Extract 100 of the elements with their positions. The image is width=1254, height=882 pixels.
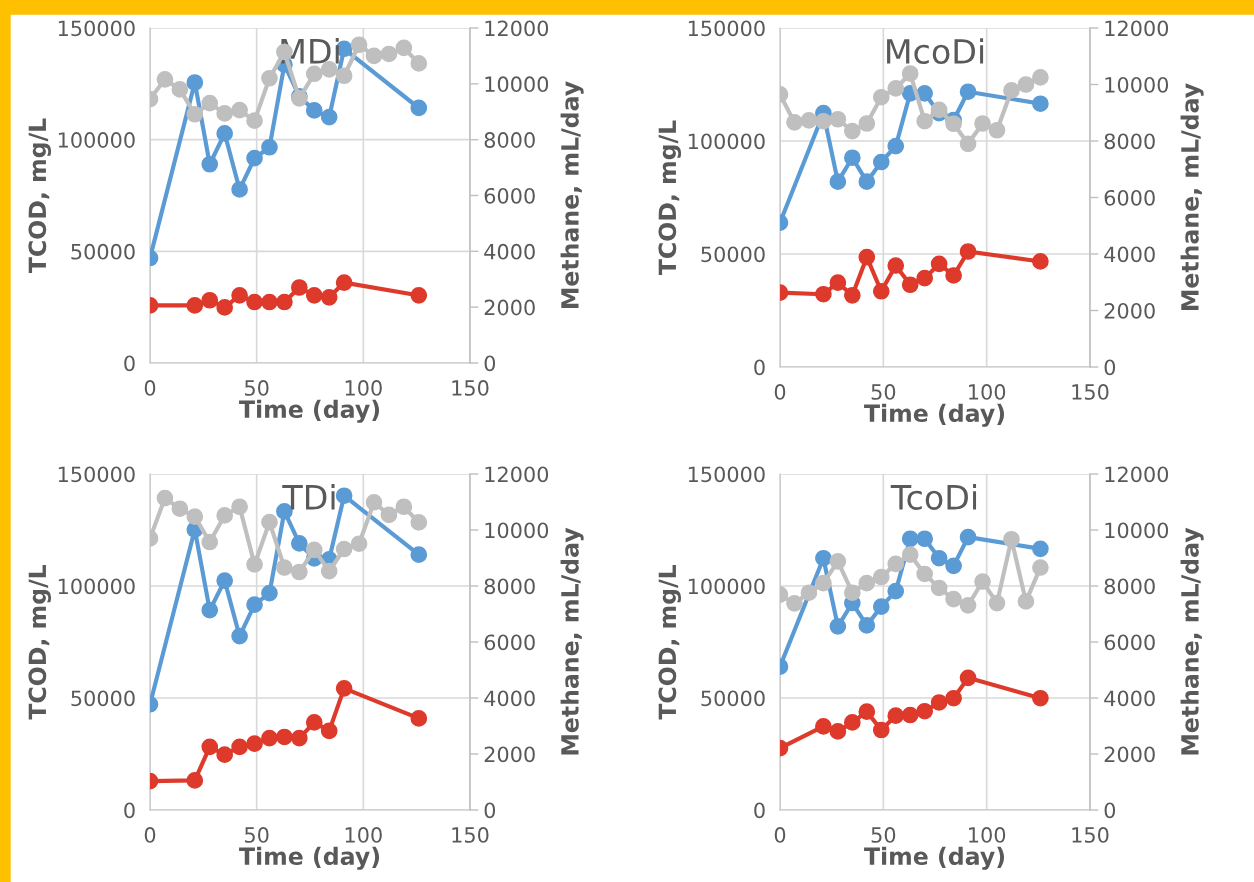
point [216, 125, 234, 142]
point [1032, 559, 1049, 576]
point [216, 105, 234, 122]
y2-tick-label: 10000 [1105, 76, 1169, 93]
point [916, 112, 934, 130]
x-tick-label: 0 [774, 827, 786, 843]
y-tick-label: 150000 [688, 20, 765, 37]
point [916, 530, 934, 548]
point [290, 563, 308, 581]
y2-tick-label: 4000 [1104, 690, 1155, 707]
point [887, 707, 905, 725]
point [201, 601, 219, 619]
y2-axis-title: Methane, mL/day [1180, 83, 1204, 310]
point [320, 722, 338, 740]
point [829, 723, 847, 740]
y2-tick-label: 4000 [484, 690, 535, 707]
x-tick-label: 50 [245, 827, 269, 843]
point [186, 297, 204, 314]
y-tick-label: 100000 [58, 132, 135, 148]
x-tick-label: 50 [871, 827, 896, 843]
x-tick-label: 0 [144, 380, 156, 396]
point [305, 102, 323, 119]
point [916, 702, 934, 720]
y-tick-label: 0 [754, 802, 765, 819]
y2-tick-label: 8000 [484, 578, 535, 595]
y-tick-label: 50000 [701, 690, 765, 707]
point [815, 285, 832, 303]
point [350, 535, 368, 553]
y2-tick-label: 8000 [484, 132, 535, 148]
point [843, 584, 861, 602]
point [410, 99, 428, 117]
y-axis-title: TCOD, mg/L [28, 564, 52, 720]
y2-tick-label: 6000 [1104, 189, 1155, 206]
point [872, 88, 890, 106]
point [858, 703, 876, 720]
point [829, 553, 847, 570]
point [231, 738, 248, 756]
point [171, 500, 189, 518]
point [320, 289, 338, 306]
point [1032, 540, 1049, 558]
point [231, 627, 248, 645]
point [800, 584, 818, 602]
y2-tick-label: 0 [484, 802, 496, 819]
point [858, 173, 876, 191]
chart-title: TDi [282, 484, 335, 510]
point [201, 94, 219, 112]
point [872, 598, 890, 615]
y2-tick-label: 8000 [1104, 133, 1155, 150]
point [1017, 76, 1035, 93]
point [335, 680, 353, 697]
point [1017, 593, 1035, 610]
y2-tick-label: 2000 [1104, 302, 1155, 319]
x-tick-label: 100 [969, 384, 1006, 400]
point [186, 508, 204, 525]
x-axis-title: Time (day) [239, 846, 380, 870]
y-tick-label: 0 [754, 359, 765, 376]
point [171, 81, 189, 98]
point [916, 269, 934, 287]
point [261, 293, 278, 311]
point [988, 594, 1006, 612]
point [843, 149, 861, 167]
point [829, 617, 847, 635]
point [815, 112, 832, 130]
point [872, 153, 890, 171]
point [395, 498, 413, 516]
point [959, 528, 977, 546]
point [335, 540, 353, 558]
point [959, 596, 977, 614]
point [815, 718, 832, 735]
point [786, 114, 803, 131]
point [365, 493, 383, 511]
point [380, 45, 398, 63]
point [988, 121, 1006, 139]
x-tick-label: 100 [345, 827, 382, 843]
point [186, 74, 204, 91]
point [305, 65, 323, 83]
point [786, 595, 803, 612]
point [186, 772, 204, 789]
point [246, 293, 263, 311]
point [930, 579, 948, 597]
point [901, 530, 919, 548]
point [901, 706, 919, 724]
point [156, 71, 174, 88]
point [246, 596, 263, 613]
y2-tick-label: 8000 [1104, 578, 1155, 595]
y-axis-title: TCOD, mg/L [658, 120, 682, 276]
y2-tick-label: 6000 [484, 187, 535, 204]
point [872, 721, 890, 739]
y2-tick-label: 12000 [485, 20, 549, 37]
point [959, 669, 977, 687]
point [959, 243, 977, 260]
point [290, 279, 308, 296]
point [201, 738, 219, 756]
y-tick-label: 50000 [71, 690, 135, 707]
x-tick-label: 150 [452, 827, 489, 843]
point [320, 562, 338, 580]
x-axis-title: Time (day) [864, 403, 1005, 427]
point [201, 291, 219, 309]
point [1032, 253, 1049, 270]
y2-tick-label: 10000 [485, 76, 549, 93]
